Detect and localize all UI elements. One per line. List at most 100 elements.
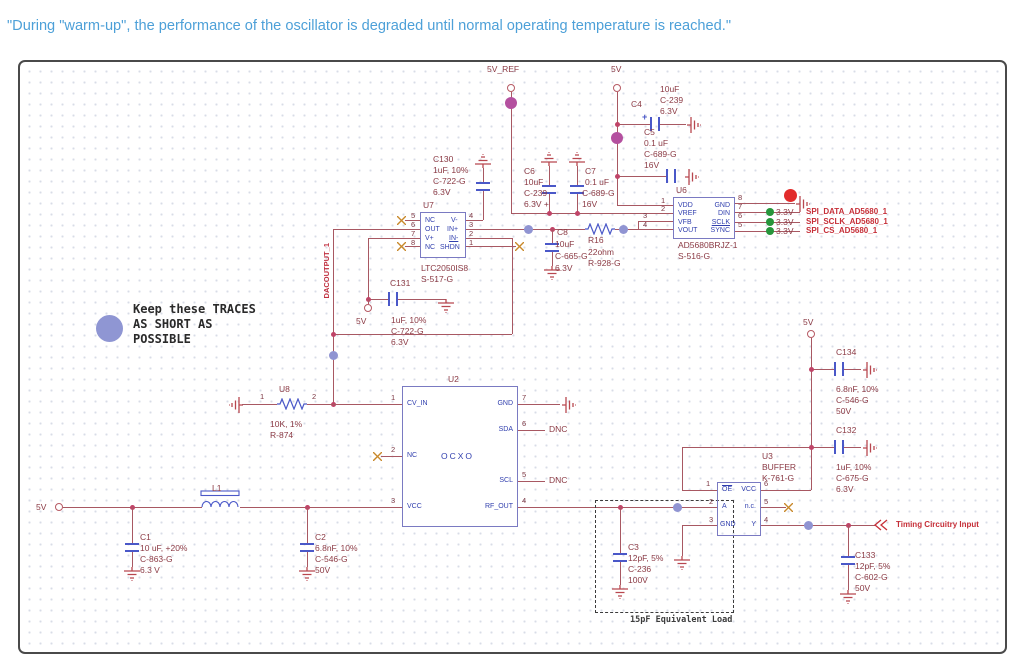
net-label-spi-cs: SPI_CS_AD5680_1 — [806, 226, 878, 235]
pin-number: 6 — [522, 419, 527, 428]
capacitor-c133 — [841, 556, 855, 559]
part-code: S-516-G — [678, 251, 711, 261]
pin-label: V- — [451, 217, 458, 224]
note-text: Keep these TRACES — [133, 302, 256, 316]
pin-number: 5 — [764, 497, 769, 506]
ground-icon — [474, 154, 492, 168]
part-value: R-928-G — [588, 258, 621, 268]
pin-number: 1 — [260, 392, 265, 401]
wire — [381, 456, 402, 458]
junction-dot — [330, 331, 336, 337]
pin-label: CV_IN — [407, 400, 428, 407]
part-value: C-689-G — [644, 149, 677, 159]
capacitor-c132 — [842, 440, 845, 454]
equivalent-load-box — [595, 500, 734, 613]
wire — [811, 369, 834, 371]
pin-label: SCLK — [711, 219, 730, 226]
wire — [398, 299, 446, 301]
junction-dot — [808, 444, 814, 450]
ref-designator: U7 — [423, 200, 434, 210]
part-value: 10K, 1% — [270, 419, 303, 429]
ground-icon — [611, 585, 629, 599]
pin-label: VCC — [407, 503, 422, 510]
junction-dot — [614, 121, 620, 127]
pin-number: 7 — [738, 202, 743, 211]
ground-icon — [863, 439, 877, 457]
no-connect-icon — [784, 503, 793, 512]
wire — [682, 525, 684, 556]
ground-icon — [863, 361, 877, 379]
part-value: C-722-G — [391, 326, 424, 336]
pin-number: 4 — [522, 496, 527, 505]
port-5v — [364, 304, 372, 312]
wire — [132, 552, 134, 567]
capacitor-c132 — [834, 440, 837, 454]
highlight-dot-red — [784, 189, 797, 202]
ic-u3-body — [717, 482, 761, 536]
net-label-timing: Timing Circuitry Input — [896, 520, 979, 529]
capacitor-c2 — [300, 550, 314, 553]
ref-designator: L1 — [212, 483, 222, 493]
part-value: C-602-G — [855, 572, 888, 582]
ref-designator: U6 — [676, 185, 687, 195]
capacitor-c131 — [396, 292, 399, 306]
ic-u7-body — [420, 212, 466, 258]
part-value: 6.3 V — [140, 565, 160, 575]
wire — [333, 229, 335, 405]
pin-number: 5 — [411, 211, 416, 220]
pin-label: NC — [425, 244, 436, 251]
part-value: C-239 — [524, 188, 548, 198]
pin-number: 3 — [469, 220, 474, 229]
via-dot — [523, 224, 533, 234]
polarity-plus: + — [642, 112, 648, 122]
wire — [638, 221, 640, 229]
wire — [240, 507, 402, 509]
pin-number: 2 — [709, 497, 714, 506]
dnc-label: DNC — [549, 424, 568, 434]
via-dot — [618, 224, 628, 234]
schematic-sheet — [18, 60, 1007, 654]
pin-number: 2 — [391, 445, 396, 454]
ground-icon — [685, 168, 699, 186]
pin-label: V+ — [425, 235, 434, 242]
pin-number: 5 — [522, 470, 527, 479]
pin-label: SYNC — [710, 227, 730, 234]
highlight-dot-green — [766, 208, 774, 216]
ic-u2-body — [402, 386, 518, 527]
wire — [132, 507, 134, 543]
pin-label: NC — [407, 452, 418, 459]
pin-number: 3 — [643, 211, 648, 220]
wire — [617, 124, 650, 126]
part-value: 6.8nF, 10% — [315, 543, 358, 553]
load-label: 15pF Equivalent Load — [630, 615, 733, 625]
pin-label: VOUT — [678, 227, 698, 234]
ref-designator: C130 — [433, 154, 454, 164]
junction-dot — [546, 210, 552, 216]
junction-dot — [614, 173, 620, 179]
via-dot — [505, 97, 517, 109]
part-value: 10 uF, +20% — [140, 543, 188, 553]
part-value: 0.1 uF — [644, 138, 669, 148]
wire — [511, 213, 673, 215]
wire — [307, 552, 309, 567]
net-label-dacoutput: DACOUTPUT_1 — [322, 243, 331, 299]
pin-label: GND — [720, 521, 736, 528]
part-value: 6.3V — [836, 484, 854, 494]
wire — [617, 176, 666, 178]
wire — [811, 338, 813, 490]
ic-function-label: BUFFER — [762, 462, 796, 472]
pin-label: VDD — [678, 202, 693, 209]
ground-icon — [673, 556, 691, 570]
note-text: POSSIBLE — [133, 332, 191, 346]
capacitor-c5 — [674, 169, 677, 183]
ref-designator: C2 — [315, 532, 326, 542]
pin-number: 1 — [469, 238, 474, 247]
ref-designator: C1 — [140, 532, 151, 542]
part-value: 50V — [836, 406, 852, 416]
wire — [368, 299, 388, 301]
wire — [242, 404, 277, 406]
capacitor-c5 — [666, 169, 669, 183]
pin-number: 6 — [764, 479, 769, 488]
part-value: C-665-G — [555, 251, 588, 261]
ref-designator: C8 — [557, 227, 568, 237]
